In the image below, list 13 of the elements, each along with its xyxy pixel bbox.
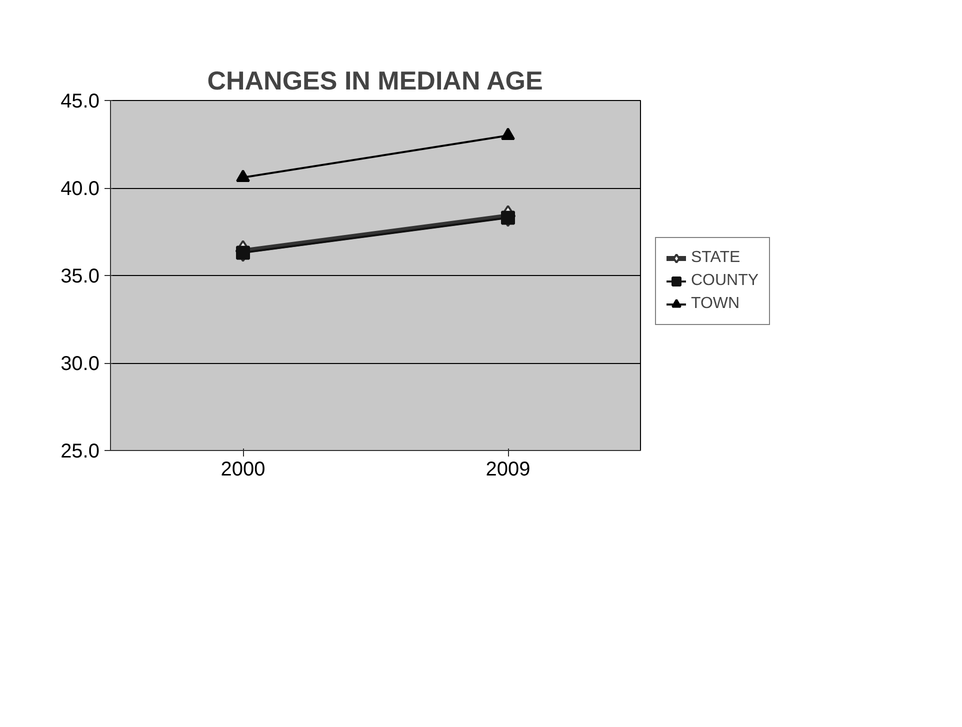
y-tick-label: 25.0 xyxy=(60,440,100,462)
x-tick-label: 2009 xyxy=(486,458,530,480)
y-tick-label: 45.0 xyxy=(60,90,100,112)
y-tick-label: 35.0 xyxy=(60,266,100,288)
legend-label: STATE xyxy=(691,249,740,267)
y-tick-label: 40.0 xyxy=(60,178,100,200)
point xyxy=(501,210,515,225)
y-tick-label: 30.0 xyxy=(60,353,100,375)
legend-label: TOWN xyxy=(691,295,740,313)
chart-title: CHANGES IN MEDIAN AGE xyxy=(207,66,543,96)
legend-label: COUNTY xyxy=(691,272,759,290)
x-tick-label: 2000 xyxy=(220,458,266,480)
point xyxy=(236,246,250,260)
